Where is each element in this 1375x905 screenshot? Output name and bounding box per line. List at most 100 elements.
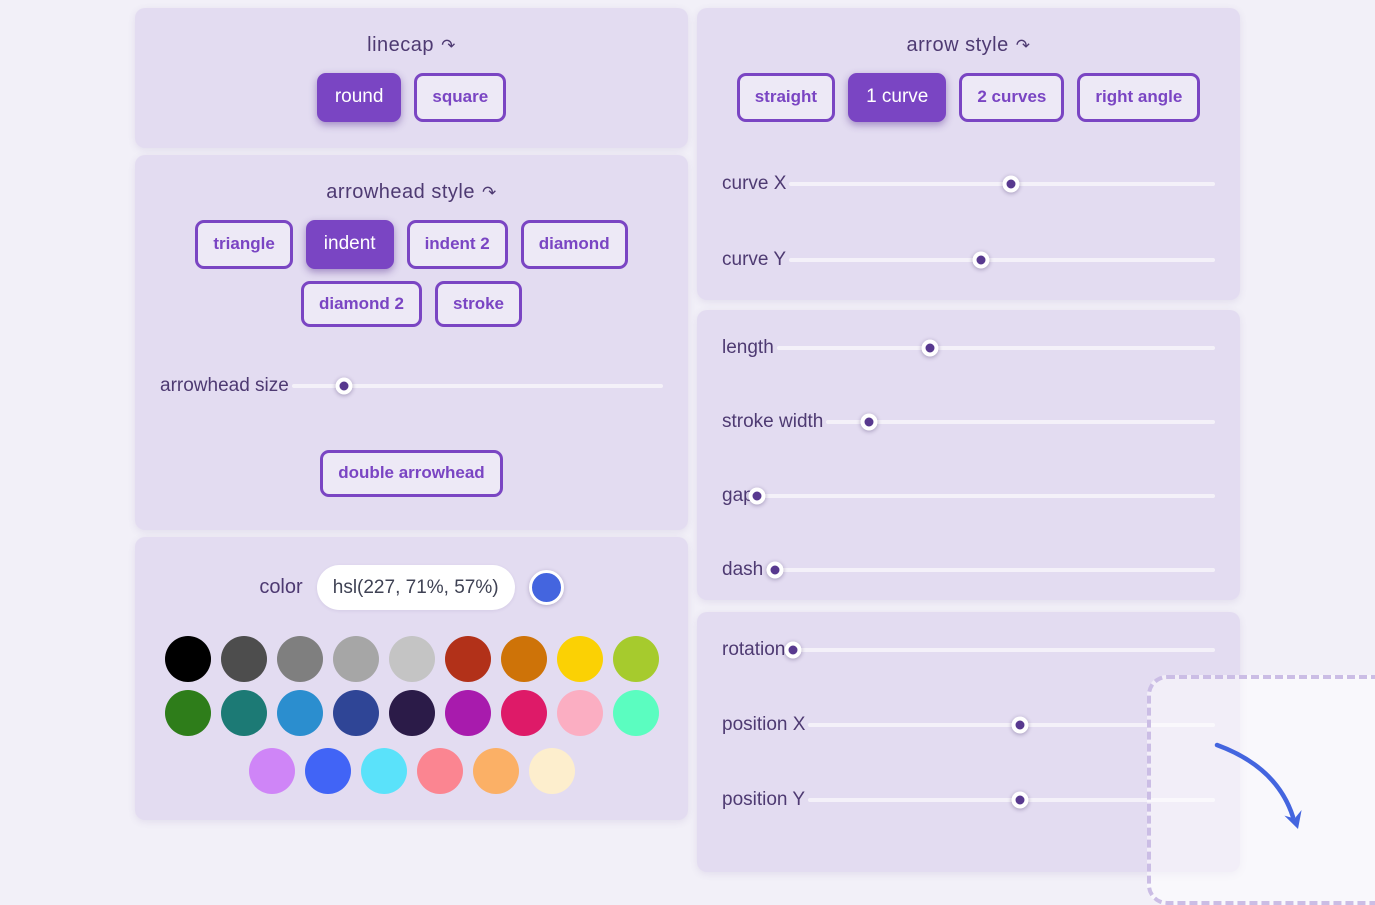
rotation-thumb[interactable] — [784, 641, 802, 659]
color-swatch-green[interactable] — [164, 690, 211, 736]
color-swatch-lime[interactable] — [612, 636, 659, 682]
redo-arrow-icon: ↷ — [481, 183, 497, 202]
position-x-thumb[interactable] — [1011, 716, 1029, 734]
curve-y-label: curve Y — [722, 248, 787, 270]
color-input-row: color — [135, 565, 688, 610]
color-swatch-lightgray[interactable] — [388, 636, 435, 682]
color-swatch-mint[interactable] — [612, 690, 659, 736]
arrow-style-option-2curves[interactable]: 2 curves — [959, 73, 1065, 122]
color-swatch-salmon[interactable] — [416, 748, 463, 794]
arrow-style-option-rightangle[interactable]: right angle — [1077, 73, 1201, 122]
color-swatch-royalblue[interactable] — [304, 748, 351, 794]
color-swatch-brickred[interactable] — [444, 636, 491, 682]
color-swatch-skyblue[interactable] — [276, 690, 323, 736]
color-swatch-teal[interactable] — [220, 690, 267, 736]
arrow-style-panel: arrow style ↷ straight 1 curve 2 curves r… — [697, 8, 1240, 300]
curve-x-label: curve X — [722, 172, 787, 194]
curve-x-track[interactable] — [789, 175, 1215, 193]
color-swatch-navy[interactable] — [332, 690, 379, 736]
redo-arrow-icon: ↷ — [1015, 36, 1031, 55]
arrowhead-size-track[interactable] — [291, 377, 663, 395]
dash-track[interactable] — [766, 561, 1215, 579]
arrowhead-panel: arrowhead style ↷ triangle indent indent … — [135, 155, 688, 530]
arrowhead-size-label: arrowhead size — [160, 375, 289, 397]
linecap-title-text: linecap — [367, 34, 435, 56]
color-swatch-cyan[interactable] — [360, 748, 407, 794]
rotation-slider: rotation — [722, 638, 1215, 662]
swatch-row-2 — [135, 690, 688, 736]
arrowhead-option-indent2[interactable]: indent 2 — [406, 220, 508, 269]
color-swatch-orange[interactable] — [500, 636, 547, 682]
color-swatch-lightorange[interactable] — [472, 748, 519, 794]
length-thumb[interactable] — [921, 339, 939, 357]
linecap-option-round[interactable]: round — [316, 73, 402, 122]
curve-y-track[interactable] — [789, 251, 1215, 269]
arrow-style-option-straight[interactable]: straight — [736, 73, 836, 122]
color-input[interactable] — [316, 565, 515, 610]
arrowhead-option-diamond2[interactable]: diamond 2 — [300, 280, 422, 328]
rotation-label: rotation — [722, 639, 786, 660]
color-swatch-midgray[interactable] — [332, 636, 379, 682]
current-color-swatch[interactable] — [528, 570, 564, 605]
arrowhead-title: arrowhead style ↷ — [135, 155, 688, 204]
color-swatch-darkgray[interactable] — [220, 636, 267, 682]
arrowhead-option-indent[interactable]: indent — [305, 220, 394, 269]
color-swatch-yellow[interactable] — [556, 636, 603, 682]
stroke-width-slider: stroke width — [722, 410, 1215, 434]
color-swatch-magenta[interactable] — [444, 690, 491, 736]
arrowhead-size-thumb[interactable] — [335, 377, 353, 395]
color-swatch-crimson[interactable] — [500, 690, 547, 736]
arrowhead-option-triangle[interactable]: triangle — [195, 220, 293, 269]
arrowhead-option-diamond[interactable]: diamond — [520, 220, 628, 269]
preview-arrow-line — [1214, 742, 1296, 820]
arrowhead-options-row1: triangle indent indent 2 diamond — [135, 220, 688, 269]
color-panel: color — [135, 537, 688, 820]
stroke-width-track[interactable] — [826, 413, 1215, 431]
arrowhead-option-stroke[interactable]: stroke — [434, 280, 523, 328]
gap-track[interactable] — [748, 487, 1215, 505]
length-track[interactable] — [776, 339, 1215, 357]
arrow-preview-box — [1147, 675, 1375, 905]
curve-y-slider: curve Y — [722, 248, 1215, 272]
position-x-label: position X — [722, 714, 806, 735]
dash-slider: dash — [722, 558, 1215, 582]
double-arrowhead-row: double arrowhead — [135, 450, 688, 497]
arrowhead-title-text: arrowhead style — [326, 181, 475, 203]
arrowhead-options-row2: diamond 2 stroke — [135, 280, 688, 328]
color-swatch-cream[interactable] — [528, 748, 575, 794]
position-y-slider: position Y — [722, 788, 1215, 812]
linecap-title: linecap ↷ — [135, 8, 688, 57]
position-x-track[interactable] — [808, 716, 1215, 734]
color-swatch-orchid[interactable] — [248, 748, 295, 794]
curve-x-slider: curve X — [722, 172, 1215, 196]
arrow-style-options: straight 1 curve 2 curves right angle — [697, 73, 1240, 122]
preview-arrowhead — [1284, 810, 1302, 829]
length-label: length — [722, 337, 774, 358]
dash-thumb[interactable] — [766, 561, 784, 579]
color-swatch-gray[interactable] — [276, 636, 323, 682]
position-y-label: position Y — [722, 789, 806, 810]
linecap-option-square[interactable]: square — [414, 73, 507, 122]
curve-y-thumb[interactable] — [972, 251, 990, 269]
line-params-panel: length stroke width gap dash — [697, 310, 1240, 600]
swatch-row-1 — [135, 636, 688, 682]
position-y-thumb[interactable] — [1011, 791, 1029, 809]
double-arrowhead-button[interactable]: double arrowhead — [320, 450, 503, 497]
stroke-width-thumb[interactable] — [860, 413, 878, 431]
position-y-track[interactable] — [808, 791, 1215, 809]
arrow-style-option-1curve[interactable]: 1 curve — [848, 73, 947, 122]
dash-label: dash — [722, 559, 764, 580]
gap-label: gap — [722, 485, 754, 506]
rotation-track[interactable] — [784, 641, 1215, 659]
curve-x-thumb[interactable] — [1002, 175, 1020, 193]
swatch-row-3 — [135, 748, 688, 794]
color-swatch-pink[interactable] — [556, 690, 603, 736]
gap-thumb[interactable] — [748, 487, 766, 505]
arrow-style-title-text: arrow style — [906, 34, 1009, 56]
arrow-style-title: arrow style ↷ — [697, 8, 1240, 57]
arrowhead-size-slider: arrowhead size — [160, 374, 663, 398]
color-swatch-black[interactable] — [164, 636, 211, 682]
color-swatch-darkpurple[interactable] — [388, 690, 435, 736]
preview-arrow — [1214, 742, 1302, 829]
color-label: color — [259, 576, 303, 598]
